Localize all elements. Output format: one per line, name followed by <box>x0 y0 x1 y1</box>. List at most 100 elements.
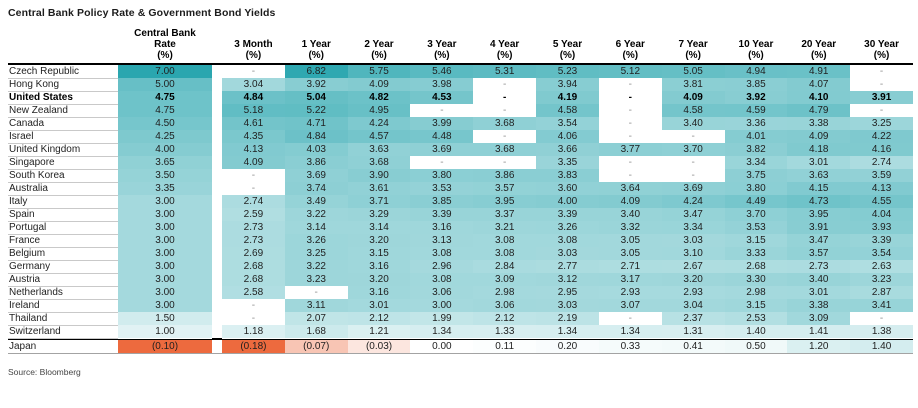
yield-cell-10-year: 3.34 <box>724 156 788 170</box>
yield-cell-1-year: 1.68 <box>284 325 348 339</box>
yield-cell-5-year: 4.06 <box>536 130 599 144</box>
yield-cell-3-month: (0.18) <box>222 340 285 353</box>
yield-cell-30-year: 4.22 <box>850 130 913 144</box>
yield-cell-3-month: - <box>222 169 285 183</box>
yield-cell-20-year: 3.63 <box>787 169 851 183</box>
yield-cell-6-year: - <box>598 91 662 105</box>
yield-cell-4-year: 3.86 <box>473 169 537 183</box>
row-gap <box>212 65 222 78</box>
table-row: Canada 4.50 4.61 4.71 4.24 3.99 3.68 3.54-3.40 3… <box>8 117 913 131</box>
yield-cell-3-year: 3.08 <box>410 247 474 261</box>
yield-cell-20-year: 3.47 <box>787 234 851 248</box>
yield-cell-6-year: 3.32 <box>598 221 662 235</box>
yield-cell-3-year: 3.06 <box>410 286 474 300</box>
yield-cell-2-year: 5.75 <box>347 65 411 79</box>
country-label: Singapore <box>8 156 118 170</box>
yield-cell-7-year: 0.41 <box>661 340 725 353</box>
table-row: Belgium 3.00 2.69 3.25 3.15 3.08 3.08 3.03 3.05 3… <box>8 247 913 261</box>
yield-cell-20-year: 4.91 <box>787 65 851 79</box>
yield-cell-10-year: 2.68 <box>724 260 788 274</box>
yield-cell-30-year: - <box>850 312 913 326</box>
central-bank-rate-cell: 3.00 <box>118 234 212 248</box>
country-label: Czech Republic <box>8 65 118 79</box>
column-header-3-month: 3 Month (%) <box>234 39 273 61</box>
yield-cell-30-year: 2.87 <box>850 286 913 300</box>
central-bank-rate-cell: 3.00 <box>118 247 212 261</box>
yield-cell-10-year: 4.49 <box>724 195 788 209</box>
yield-cell-6-year: 3.77 <box>598 143 662 157</box>
yield-cell-7-year: 1.31 <box>661 325 725 339</box>
yield-cell-30-year: 4.55 <box>850 195 913 209</box>
yield-cell-3-month: 2.68 <box>222 273 285 287</box>
yield-cell-4-year: - <box>473 104 537 118</box>
yield-cell-4-year: - <box>473 78 537 92</box>
row-gap <box>212 286 222 299</box>
yield-cell-5-year: 3.03 <box>536 247 599 261</box>
yield-cell-2-year: 4.09 <box>347 78 411 92</box>
yield-cell-4-year: 3.06 <box>473 299 537 313</box>
table-row: Hong Kong 5.00 3.04 3.92 4.09 3.98-3.94-3.81 3… <box>8 78 913 92</box>
row-gap <box>212 91 222 104</box>
row-gap <box>212 260 222 273</box>
country-label: Japan <box>9 341 37 352</box>
yield-cell-3-year: 3.16 <box>410 221 474 235</box>
yield-cell-10-year: 3.70 <box>724 208 788 222</box>
yield-cell-1-year: 3.26 <box>284 234 348 248</box>
yield-cell-2-year: 3.68 <box>347 156 411 170</box>
country-label: Hong Kong <box>8 78 118 92</box>
yield-cell-1-year: 3.11 <box>284 299 348 313</box>
central-bank-rate-cell: 1.00 <box>118 325 212 339</box>
yield-cell-4-year: 3.08 <box>473 234 537 248</box>
yield-cell-10-year: 3.85 <box>724 78 788 92</box>
yield-cell-10-year: 3.80 <box>724 182 788 196</box>
country-label: Italy <box>8 195 118 209</box>
yield-cell-2-year: 3.14 <box>347 221 411 235</box>
row-gap <box>212 117 222 130</box>
yield-cell-3-month: 2.73 <box>222 234 285 248</box>
yield-cell-4-year: 2.98 <box>473 286 537 300</box>
row-gap <box>212 234 222 247</box>
yield-cell-2-year: 2.12 <box>347 312 411 326</box>
yield-cell-1-year: 3.22 <box>284 208 348 222</box>
table-row: Germany 3.00 2.68 3.22 3.16 2.96 2.84 2.77 2.71 2… <box>8 260 913 274</box>
yield-cell-5-year: 3.39 <box>536 208 599 222</box>
country-label: France <box>8 234 118 248</box>
yield-cell-2-year: 3.90 <box>347 169 411 183</box>
yield-cell-3-year: 3.08 <box>410 273 474 287</box>
yield-cell-5-year: 3.83 <box>536 169 599 183</box>
table-row: Austria 3.00 2.68 3.23 3.20 3.08 3.09 3.12 3.17 3… <box>8 273 913 287</box>
yield-cell-6-year: 1.34 <box>598 325 662 339</box>
table-row: Singapore 3.65 4.09 3.86 3.68- -3.35- -3.34 3.0… <box>8 156 913 170</box>
yield-cell-5-year: 1.34 <box>536 325 599 339</box>
column-header-10-year: 10 Year (%) <box>738 39 774 61</box>
row-gap <box>212 156 222 169</box>
yield-cell-2-year: 3.20 <box>347 234 411 248</box>
yield-cell-3-month: 4.35 <box>222 130 285 144</box>
country-label: United States <box>8 91 118 105</box>
yield-cell-30-year: 3.41 <box>850 299 913 313</box>
column-header-5-year: 5 Year (%) <box>552 39 583 61</box>
yield-cell-7-year: 3.81 <box>661 78 725 92</box>
yield-cell-3-year: 3.69 <box>410 143 474 157</box>
table-row: Israel 4.25 4.35 4.84 4.57 4.48-4.06- -4.01 4.0… <box>8 130 913 144</box>
country-label: Portugal <box>8 221 118 235</box>
yield-cell-6-year: - <box>598 104 662 118</box>
column-header-4-year: 4 Year (%) <box>490 39 520 61</box>
yield-cell-7-year: 3.34 <box>661 221 725 235</box>
central-bank-rate-cell: 3.00 <box>118 260 212 274</box>
central-bank-rate-cell: 3.00 <box>118 299 212 313</box>
yield-cell-5-year: 3.94 <box>536 78 599 92</box>
yield-cell-10-year: 3.75 <box>724 169 788 183</box>
column-header-central-bank-rate: Central Bank Rate (%) <box>134 28 196 61</box>
yield-cell-30-year: 4.16 <box>850 143 913 157</box>
yield-cell-5-year: 2.19 <box>536 312 599 326</box>
yield-cell-1-year: 3.92 <box>284 78 348 92</box>
yield-cell-3-year: 3.39 <box>410 208 474 222</box>
table-row: Ireland 3.00-3.11 3.01 3.00 3.06 3.03 3.07 3.04… <box>8 299 913 313</box>
yield-cell-20-year: 4.79 <box>787 104 851 118</box>
yield-cell-30-year: 4.13 <box>850 182 913 196</box>
yield-cell-20-year: 3.95 <box>787 208 851 222</box>
row-gap <box>212 247 222 260</box>
yield-cell-3-month: - <box>222 65 285 79</box>
yield-cell-1-year: 3.23 <box>284 273 348 287</box>
